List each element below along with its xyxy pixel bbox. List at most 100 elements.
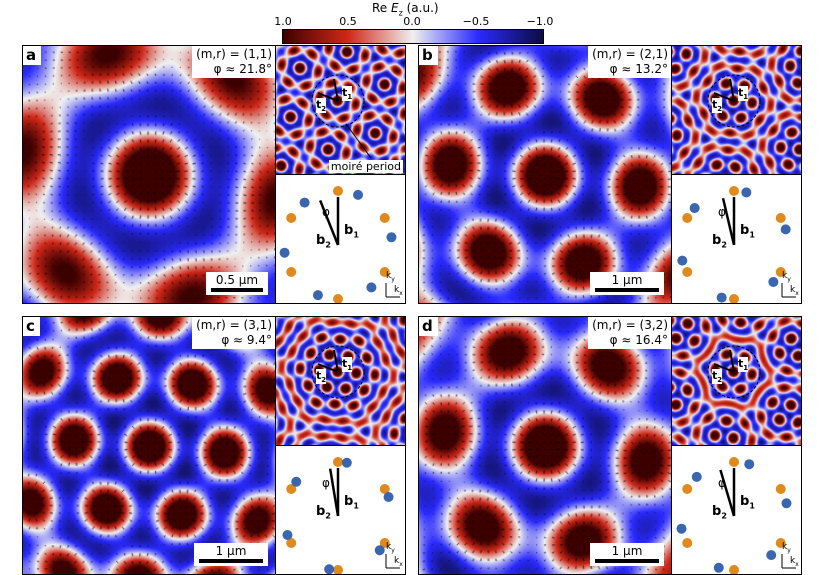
- moire-inset: t1 t2: [671, 45, 802, 176]
- reciprocal-dot: [383, 492, 394, 503]
- field-map: b (m,r) = (2,1) φ ≈ 13.2° 1 µm: [418, 45, 673, 304]
- t1-arrow: [333, 349, 339, 373]
- reciprocal-dot: [366, 282, 377, 293]
- b2-arrow: [719, 469, 736, 517]
- reciprocal-dot: [677, 255, 688, 266]
- scale-label: 1 µm: [611, 544, 643, 558]
- phi-label: φ ≈ 16.4°: [609, 333, 668, 347]
- t1-label: t1: [738, 86, 749, 102]
- kx-label: kx: [394, 556, 403, 568]
- reciprocal-dot: [324, 564, 335, 574]
- panel-parameters: (m,r) = (2,1) φ ≈ 13.2°: [588, 46, 672, 78]
- scale-bar: 1 µm: [194, 543, 268, 566]
- title-var: E: [391, 1, 399, 15]
- reciprocal-dot: [312, 290, 323, 301]
- kx-label: kx: [790, 285, 799, 297]
- field-canvas: [419, 46, 672, 303]
- moire-period-circle: [311, 345, 365, 399]
- t1-text: t: [738, 86, 744, 99]
- kx-label: kx: [394, 285, 403, 297]
- reciprocal-dot: [729, 294, 739, 303]
- reciprocal-dot: [729, 457, 739, 467]
- kx-text: k: [394, 556, 400, 566]
- kx-text: k: [394, 285, 400, 295]
- reciprocal-dot: [341, 457, 352, 468]
- reciprocal-dot: [286, 484, 297, 494]
- title-suffix: (a.u.): [402, 1, 439, 15]
- t1-arrow: [729, 349, 735, 373]
- reciprocal-dot: [374, 545, 385, 556]
- panel-letter: a: [23, 46, 42, 65]
- moire-pointer: [345, 123, 372, 159]
- reciprocal-dot: [279, 247, 290, 258]
- reciprocal-dot: [282, 529, 293, 540]
- phi-symbol: φ: [718, 205, 726, 219]
- t2-label: t2: [316, 98, 327, 114]
- phi-symbol: φ: [322, 476, 330, 490]
- mr-label: (m,r) = (1,1): [196, 47, 272, 61]
- ky-text: k: [782, 542, 788, 552]
- colorbar-tick: −1.0: [526, 15, 554, 28]
- title-prefix: Re: [372, 1, 391, 15]
- k-axes-icon: [781, 283, 796, 298]
- reciprocal-dot: [333, 186, 343, 196]
- panel-parameters: (m,r) = (3,2) φ ≈ 16.4°: [588, 317, 672, 349]
- reciprocal-dot: [775, 213, 786, 223]
- t2-label: t2: [316, 369, 327, 385]
- ky-label: ky: [386, 542, 395, 554]
- reciprocal-dot: [379, 484, 390, 494]
- scale-bar: 1 µm: [590, 543, 664, 566]
- reciprocal-dot: [775, 484, 786, 494]
- k-axes-icon: [385, 283, 400, 298]
- t1-arrow: [333, 78, 339, 102]
- phi-label: φ ≈ 13.2°: [609, 62, 668, 76]
- reciprocal-dot: [768, 276, 779, 287]
- t2-arrow: [713, 92, 735, 102]
- field-canvas: [419, 317, 672, 574]
- reciprocal-dot: [691, 471, 702, 482]
- scale-bar-line: [199, 559, 263, 563]
- t2-text: t: [316, 369, 322, 382]
- field-canvas: [23, 46, 276, 303]
- ky-label: ky: [782, 271, 791, 283]
- t2-arrow: [317, 92, 339, 102]
- field-map: d (m,r) = (3,2) φ ≈ 16.4° 1 µm: [418, 316, 673, 575]
- reciprocal-dot: [379, 538, 390, 548]
- phi-label: φ ≈ 21.8°: [213, 62, 272, 76]
- b2-text: b: [712, 504, 722, 519]
- scale-label: 1 µm: [215, 544, 247, 558]
- t1-label: t1: [738, 357, 749, 373]
- t1-label: t1: [342, 357, 353, 373]
- reciprocal-dot: [333, 457, 343, 467]
- moire-period-circle: [707, 74, 761, 128]
- moire-canvas: [276, 317, 405, 446]
- kx-text: k: [790, 285, 796, 295]
- t2-label: t2: [712, 98, 723, 114]
- reciprocal-dot: [682, 267, 693, 277]
- panel-letter: b: [419, 46, 438, 65]
- ky-text: k: [386, 542, 392, 552]
- reciprocal-inset: φ b2 b1 ky kx: [275, 445, 406, 575]
- t1-arrow: [729, 78, 735, 102]
- moire-inset: t1 t2 moiré period: [275, 45, 406, 176]
- mr-label: (m,r) = (2,1): [592, 47, 668, 61]
- reciprocal-dot: [333, 294, 343, 303]
- moire-period-label: moiré period: [328, 160, 403, 173]
- b1-label: b1: [344, 223, 359, 240]
- k-axes-icon: [385, 554, 400, 569]
- reciprocal-dot: [386, 232, 397, 243]
- b2-text: b: [316, 233, 326, 248]
- reciprocal-inset: φ b2 b1 ky kx: [671, 174, 802, 304]
- scale-bar-line: [595, 559, 659, 563]
- reciprocal-dot: [716, 292, 727, 303]
- b2-text: b: [316, 504, 326, 519]
- phi-label: φ ≈ 9.4°: [221, 333, 272, 347]
- reciprocal-dot: [682, 213, 693, 223]
- t2-text: t: [712, 369, 718, 382]
- reciprocal-dot: [333, 565, 343, 574]
- reciprocal-dot: [741, 187, 752, 198]
- reciprocal-dot: [379, 213, 390, 223]
- lattice-vectors: [707, 74, 761, 128]
- b2-arrow: [328, 468, 340, 517]
- b1-label: b1: [740, 223, 755, 240]
